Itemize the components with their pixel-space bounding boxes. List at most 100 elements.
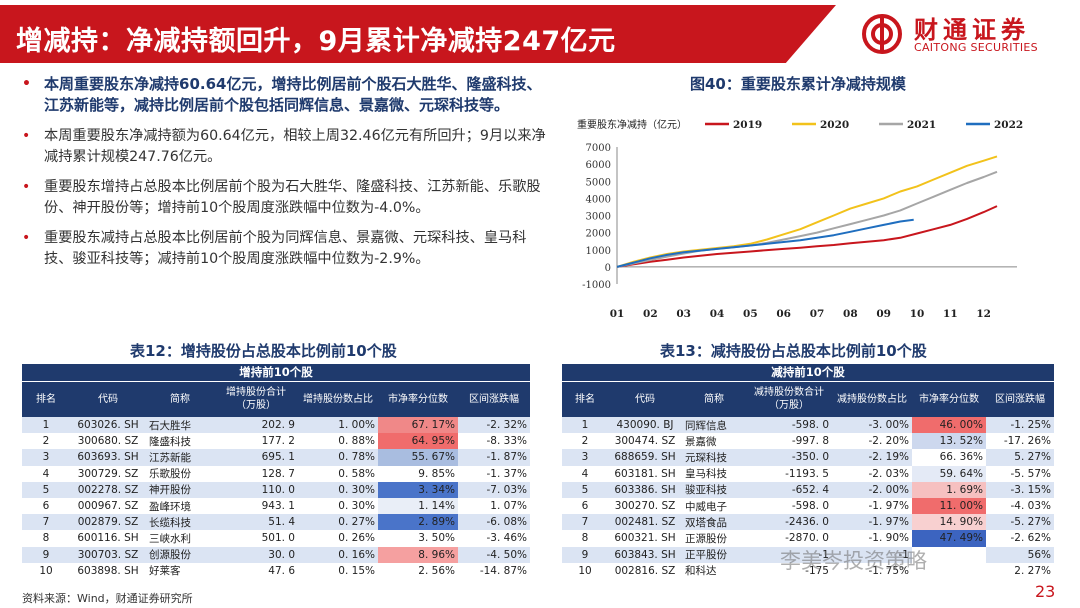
table-cell: -598. 0 bbox=[746, 417, 832, 434]
table-cell: -1. 97% bbox=[832, 497, 912, 515]
column-header: 市净率分位数 bbox=[912, 381, 986, 417]
table-cell: -1. 75% bbox=[832, 562, 912, 579]
column-header: 简称 bbox=[682, 381, 746, 417]
table-cell: 6 bbox=[562, 497, 608, 515]
table-cell: 002879. SZ bbox=[70, 514, 146, 531]
table-cell: 002481. SZ bbox=[608, 514, 682, 531]
table-cell: 0. 30% bbox=[298, 497, 378, 515]
bullet-text: 重要股东增持占总股本比例居前个股为石大胜华、隆盛科技、江苏新能、乐歌股份、神开股… bbox=[44, 179, 541, 216]
table-cell: 688659. SH bbox=[608, 449, 682, 466]
table-cell: -1 bbox=[832, 546, 912, 563]
bullet-dot-icon: • bbox=[22, 179, 31, 195]
bullet-text: 重要股东减持占总股本比例居前个股为同辉信息、景嘉微、元琛科技、皇马科技、骏亚科技… bbox=[44, 230, 527, 267]
table-cell: 0. 15% bbox=[298, 562, 378, 579]
table-cell: 300703. SZ bbox=[70, 546, 146, 563]
table-cell: 好莱客 bbox=[146, 562, 214, 579]
table-cell: 3 bbox=[22, 449, 70, 466]
table-cell: -1. 97% bbox=[832, 514, 912, 531]
table-cell: 46. 00% bbox=[912, 417, 986, 434]
table-cell: 9. 85% bbox=[378, 465, 458, 482]
table13-group-header: 减持前10个股 bbox=[562, 364, 1054, 382]
summary-bullets: • 本周重要股东净减持60.64亿元，增持比例居前个股石大胜华、隆盛科技、江苏新能… bbox=[22, 74, 552, 279]
x-tick-label: 01 bbox=[610, 308, 625, 320]
table-row: 8 600116. SH 三峡水利 501. 0 0. 26% 3. 50% -3. 46% bbox=[22, 530, 530, 547]
table-cell: 177. 2 bbox=[214, 433, 298, 450]
bullet-dot-icon: • bbox=[22, 230, 31, 246]
table-cell: 67. 17% bbox=[378, 417, 458, 434]
table-cell: 000967. SZ bbox=[70, 497, 146, 515]
table-cell: 中威电子 bbox=[682, 497, 746, 515]
table-cell: 603026. SH bbox=[70, 417, 146, 434]
legend-label: 2021 bbox=[907, 119, 936, 131]
table-cell: 10 bbox=[562, 562, 608, 579]
table-cell: -3. 00% bbox=[832, 417, 912, 434]
column-header: 简称 bbox=[146, 381, 214, 417]
table-row: 10 002816. SZ 和科达 -175 -1. 75% 2. 27% bbox=[562, 562, 1054, 579]
table-cell: 13. 52% bbox=[912, 433, 986, 450]
table-row: 7 002481. SZ 双塔食品 -2436. 0 -1. 97% 14. 90% -5.… bbox=[562, 514, 1054, 531]
table-cell: 0. 27% bbox=[298, 514, 378, 531]
table-row: 4 300729. SZ 乐歌股份 128. 7 0. 58% 9. 85% -1. 37% bbox=[22, 465, 530, 482]
table-cell: -1. 25% bbox=[986, 417, 1054, 434]
table-cell: 0. 16% bbox=[298, 546, 378, 563]
page-number: 23 bbox=[1035, 582, 1056, 601]
column-header: 市净率分位数 bbox=[378, 381, 458, 417]
bullet-item: • 重要股东减持占总股本比例居前个股为同辉信息、景嘉微、元琛科技、皇马科技、骏亚科… bbox=[22, 228, 552, 269]
table-cell: 和科达 bbox=[682, 562, 746, 579]
table-cell: -997. 8 bbox=[746, 433, 832, 450]
bullet-dot-icon: • bbox=[22, 76, 31, 92]
column-header: 减持股份数合计（万股） bbox=[746, 381, 832, 417]
table-row: 5 603386. SH 骏亚科技 -652. 4 -2. 00% 1. 69% -3. 1… bbox=[562, 481, 1054, 498]
table-cell: 盈峰环境 bbox=[146, 497, 214, 515]
table-row: 2 300474. SZ 景嘉微 -997. 8 -2. 20% 13. 52% -17. … bbox=[562, 433, 1054, 450]
chart-svg: -1000 0 1000 2000 3000 4000 5000 6000 7000 01 02 03… bbox=[577, 118, 1023, 320]
x-tick-label: 07 bbox=[810, 308, 825, 320]
table-cell: 600321. SH bbox=[608, 530, 682, 547]
y-tick-label: 5000 bbox=[586, 177, 611, 188]
bullet-text: 本周重要股东净减持60.64亿元，增持比例居前个股石大胜华、隆盛科技、江苏新能等… bbox=[44, 75, 542, 114]
table-cell: 5. 27% bbox=[986, 449, 1054, 466]
table-row: 5 002278. SZ 神开股份 110. 0 0. 30% 3. 34% -7. 03% bbox=[22, 481, 530, 498]
table-cell: -5. 27% bbox=[986, 514, 1054, 531]
table-cell: -2870. 0 bbox=[746, 530, 832, 547]
table-cell: -5. 57% bbox=[986, 465, 1054, 482]
table-cell: 002816. SZ bbox=[608, 562, 682, 579]
x-tick-label: 04 bbox=[710, 308, 725, 320]
page-title: 增减持：净减持额回升，9月累计净减持247亿元 bbox=[16, 26, 616, 57]
series-line-2022 bbox=[616, 218, 914, 268]
table-row: 7 002879. SZ 长缆科技 51. 4 0. 27% 2. 89% -6. 08% bbox=[22, 514, 530, 531]
table-cell: 14. 90% bbox=[912, 514, 986, 531]
table-row: 1 603026. SH 石大胜华 202. 9 1. 00% 67. 17% -2. 32… bbox=[22, 417, 530, 434]
y-tick-label: -1000 bbox=[582, 280, 611, 291]
table-cell: 128. 7 bbox=[214, 465, 298, 482]
y-tick-label: 7000 bbox=[586, 143, 611, 154]
x-tick-label: 11 bbox=[943, 308, 958, 320]
table-cell: 乐歌股份 bbox=[146, 465, 214, 482]
table-cell: 石大胜华 bbox=[146, 417, 214, 434]
column-header: 区间涨跌幅 bbox=[458, 381, 530, 417]
x-tick-label: 03 bbox=[676, 308, 691, 320]
table-cell: -1. 37% bbox=[458, 465, 530, 482]
title-bar: 增减持：净减持额回升，9月累计净减持247亿元 bbox=[0, 5, 836, 63]
table-cell: -652. 4 bbox=[746, 481, 832, 498]
bullet-dot-icon: • bbox=[22, 128, 31, 144]
table-cell: 6 bbox=[22, 497, 70, 515]
table-cell: 1 bbox=[22, 417, 70, 434]
table-cell: 同辉信息 bbox=[682, 417, 746, 434]
table-cell: 创源股份 bbox=[146, 546, 214, 563]
x-tick-label: 05 bbox=[743, 308, 758, 320]
table-row: 2 300680. SZ 隆盛科技 177. 2 0. 88% 64. 95% -8. 33… bbox=[22, 433, 530, 450]
table-cell: -7. 03% bbox=[458, 481, 530, 498]
table-cell: 7 bbox=[562, 514, 608, 531]
table-cell: 9 bbox=[22, 546, 70, 563]
table-cell: 景嘉微 bbox=[682, 433, 746, 450]
table12-title: 表12：增持股份占总股本比例前10个股 bbox=[130, 342, 397, 360]
table-row: 9 603843. SH 正平股份 -1 -1 56% bbox=[562, 546, 1054, 563]
y-tick-label: 2000 bbox=[586, 229, 611, 240]
table-cell: -1. 90% bbox=[832, 530, 912, 547]
table-cell: -3. 15% bbox=[986, 481, 1054, 498]
table-cell: 202. 9 bbox=[214, 417, 298, 434]
column-header: 减持股份数占比 bbox=[832, 381, 912, 417]
table-cell: 3. 50% bbox=[378, 530, 458, 547]
x-tick-label: 10 bbox=[910, 308, 925, 320]
